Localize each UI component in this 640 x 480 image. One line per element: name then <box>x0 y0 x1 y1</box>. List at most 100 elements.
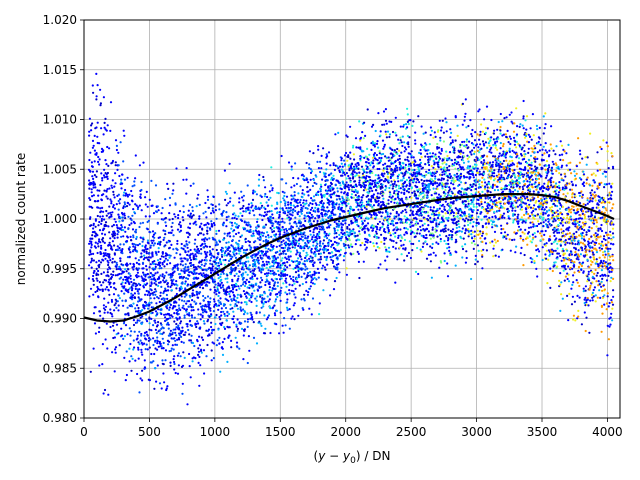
scatter-point <box>362 194 365 197</box>
scatter-point <box>224 250 227 253</box>
scatter-point <box>132 284 135 287</box>
scatter-point <box>225 216 228 219</box>
scatter-point <box>359 136 363 139</box>
scatter-point <box>145 338 148 341</box>
scatter-point <box>156 364 159 367</box>
scatter-point <box>357 198 360 201</box>
scatter-point <box>317 148 320 151</box>
scatter-point <box>141 261 145 264</box>
scatter-point <box>187 214 190 217</box>
scatter-point <box>113 286 116 289</box>
scatter-point <box>106 124 109 127</box>
scatter-point <box>93 149 96 152</box>
scatter-point <box>338 198 341 201</box>
scatter-point <box>111 179 114 182</box>
scatter-point <box>191 294 194 297</box>
scatter-point <box>397 214 400 217</box>
scatter-point <box>276 285 279 288</box>
scatter-point <box>305 199 308 202</box>
scatter-point <box>382 223 385 226</box>
scatter-point <box>254 205 257 208</box>
scatter-point <box>198 344 201 347</box>
scatter-point <box>331 251 334 254</box>
scatter-point <box>153 319 156 322</box>
scatter-point <box>120 272 123 275</box>
scatter-point <box>309 211 312 215</box>
scatter-point <box>341 223 345 226</box>
scatter-point <box>386 165 389 168</box>
scatter-point <box>363 227 366 230</box>
scatter-point <box>251 198 255 201</box>
scatter-point <box>358 179 361 182</box>
scatter-point <box>270 235 273 238</box>
scatter-point <box>322 147 325 150</box>
scatter-point <box>182 276 185 279</box>
scatter-point <box>121 299 124 302</box>
scatter-point <box>323 195 326 198</box>
scatter-point <box>182 341 185 344</box>
scatter-point <box>266 316 269 319</box>
scatter-point <box>113 309 116 312</box>
scatter-point <box>266 274 269 277</box>
scatter-point <box>220 281 223 284</box>
scatter-point <box>298 251 301 254</box>
scatter-point <box>303 272 306 275</box>
scatter-point <box>309 233 312 236</box>
scatter-point <box>168 204 172 207</box>
scatter-point <box>378 247 381 250</box>
scatter-point <box>239 207 242 210</box>
scatter-point <box>359 146 362 149</box>
scatter-point <box>175 334 178 337</box>
scatter-point <box>386 168 389 171</box>
scatter-point <box>395 134 398 137</box>
scatter-point <box>382 197 385 200</box>
scatter-point <box>247 208 250 211</box>
scatter-point <box>243 284 247 288</box>
scatter-point <box>237 224 240 227</box>
scatter-point <box>283 231 286 234</box>
scatter-point <box>101 177 104 180</box>
scatter-point <box>305 245 309 248</box>
scatter-point <box>317 252 320 255</box>
scatter-point <box>189 184 192 187</box>
scatter-point <box>231 245 234 248</box>
scatter-point <box>181 329 184 332</box>
scatter-point <box>213 300 216 303</box>
scatter-point <box>186 243 189 246</box>
scatter-point <box>96 279 99 282</box>
scatter-point <box>385 136 388 139</box>
scatter-point <box>259 202 262 205</box>
scatter-point <box>150 361 153 364</box>
scatter-point <box>147 307 150 310</box>
scatter-point <box>211 267 214 270</box>
scatter-point <box>147 276 150 279</box>
scatter-point <box>312 264 315 268</box>
scatter-point <box>197 353 200 356</box>
scatter-point <box>138 263 141 266</box>
scatter-point <box>175 343 179 346</box>
scatter-point <box>319 160 322 163</box>
scatter-point <box>300 275 303 278</box>
scatter-point <box>172 348 175 351</box>
scatter-point <box>239 260 242 263</box>
scatter-point <box>300 212 303 215</box>
scatter-point <box>220 314 223 317</box>
scatter-point <box>188 333 191 336</box>
scatter-point <box>220 253 223 256</box>
scatter-point <box>413 163 416 166</box>
scatter-point <box>135 267 138 270</box>
scatter-point <box>183 314 186 317</box>
scatter-point <box>181 281 184 284</box>
scatter-point <box>235 248 238 251</box>
scatter-point <box>334 266 337 269</box>
scatter-point <box>411 191 414 194</box>
scatter-point <box>185 293 188 296</box>
scatter-point <box>408 167 411 170</box>
scatter-point <box>88 158 91 162</box>
scatter-point <box>149 231 152 234</box>
scatter-point <box>348 239 351 242</box>
scatter-point <box>233 305 236 308</box>
scatter-point <box>311 256 314 259</box>
scatter-point <box>112 204 115 207</box>
scatter-point <box>370 226 373 229</box>
